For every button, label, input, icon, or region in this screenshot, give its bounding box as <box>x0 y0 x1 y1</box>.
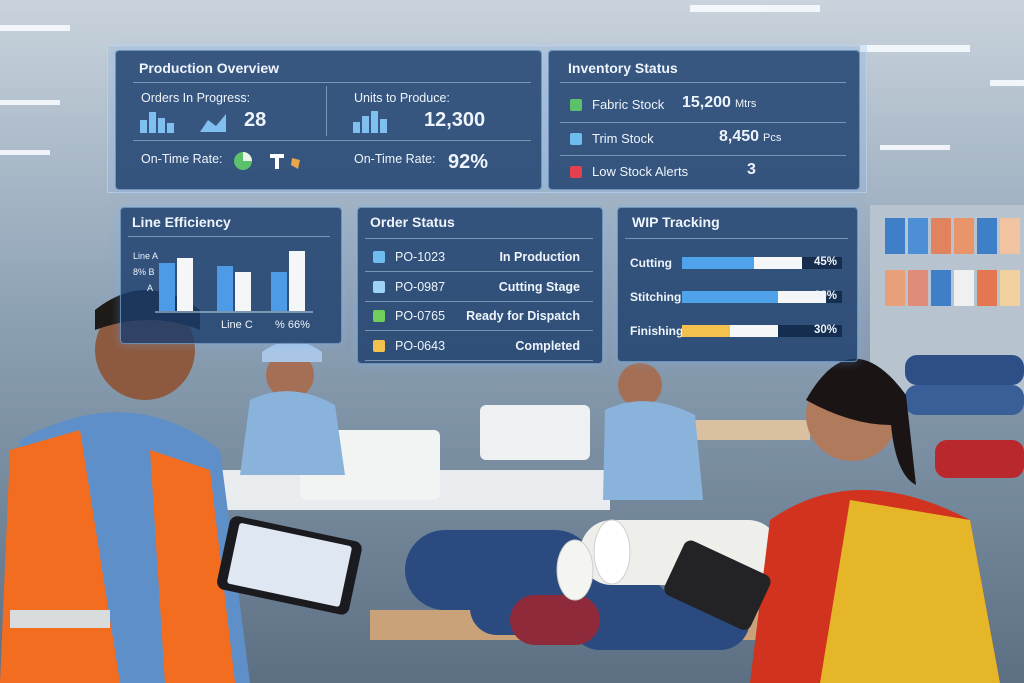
divider <box>365 238 593 239</box>
metric-label: Units to Produce: <box>354 91 450 105</box>
production-overview-panel <box>115 50 542 190</box>
divider <box>365 359 593 361</box>
progress-track <box>682 325 842 337</box>
chart-label: % 66% <box>275 319 310 331</box>
order-id: PO-0643 <box>395 338 446 353</box>
chart-label: 8% B <box>133 267 155 277</box>
panel-title: Production Overview <box>139 60 280 76</box>
stage-label: Cutting <box>630 256 672 270</box>
metric-icon <box>353 111 387 133</box>
item-value: 8,450 <box>719 128 760 145</box>
wip-panel <box>617 207 858 362</box>
order-id: PO-0987 <box>395 279 446 294</box>
divider <box>133 140 531 141</box>
progress-rest <box>730 325 778 337</box>
progress-label: 60% <box>813 290 837 302</box>
status-icon <box>373 280 385 293</box>
status-icon <box>373 339 385 352</box>
order-status: Completed <box>515 338 580 353</box>
divider <box>365 271 593 272</box>
metric-icons <box>140 112 226 133</box>
item-label: Fabric Stock <box>592 97 665 112</box>
metric-value: 92% <box>448 151 489 173</box>
progress-rest <box>778 291 826 303</box>
progress-label: 45% <box>813 256 837 268</box>
progress-fill <box>682 291 778 303</box>
divider <box>560 82 846 83</box>
progress-fill <box>682 325 730 337</box>
order-status: Cutting Stage <box>498 279 580 294</box>
panel-title: WIP Tracking <box>632 214 720 230</box>
icon <box>570 166 582 178</box>
panel-title: Line Efficiency <box>132 214 231 230</box>
order-status: In Production <box>499 250 580 264</box>
item-unit: Pcs <box>763 132 782 144</box>
stage-label: Finishing <box>630 324 684 338</box>
icon <box>570 133 582 145</box>
icon <box>570 99 582 111</box>
progress-fill <box>682 257 754 269</box>
item-label: Trim Stock <box>592 131 654 146</box>
divider <box>365 330 593 331</box>
divider <box>625 238 848 239</box>
metric-label: On-Time Rate: <box>141 152 223 166</box>
divider <box>128 236 330 237</box>
panel-title: Order Status <box>370 214 455 230</box>
progress-label: 30% <box>813 324 837 336</box>
metric-icons <box>234 152 300 170</box>
efficiency-mini-chart <box>155 251 313 313</box>
divider <box>560 122 846 123</box>
stage-label: Stitching <box>630 290 682 304</box>
divider <box>560 155 846 156</box>
divider <box>133 82 531 83</box>
order-status: Ready for Dispatch <box>466 309 580 323</box>
inventory-panel <box>548 50 860 190</box>
chart-label: Line A <box>133 251 159 261</box>
panel-title: Inventory Status <box>568 60 678 76</box>
metric-value: 28 <box>244 109 267 131</box>
order-id: PO-0765 <box>395 309 446 323</box>
chart-label: Line C <box>221 319 253 331</box>
progress-track <box>682 257 842 269</box>
metric-label: On-Time Rate: <box>354 152 436 166</box>
metric-value: 12,300 <box>424 109 486 131</box>
progress-rest <box>754 257 802 269</box>
divider <box>326 86 327 136</box>
divider <box>365 300 593 302</box>
chart-label: A <box>147 283 154 293</box>
order-status-panel <box>357 207 603 364</box>
metric-label: Orders In Progress: <box>141 91 251 105</box>
item-label: Low Stock Alerts <box>592 164 689 179</box>
progress-track <box>682 291 842 303</box>
item-value: 3 <box>747 161 756 178</box>
status-icon <box>373 310 385 322</box>
item-unit: Mtrs <box>735 98 757 110</box>
status-icon <box>373 251 385 263</box>
order-id: PO-1023 <box>395 250 446 264</box>
item-value: 15,200 <box>682 94 731 111</box>
